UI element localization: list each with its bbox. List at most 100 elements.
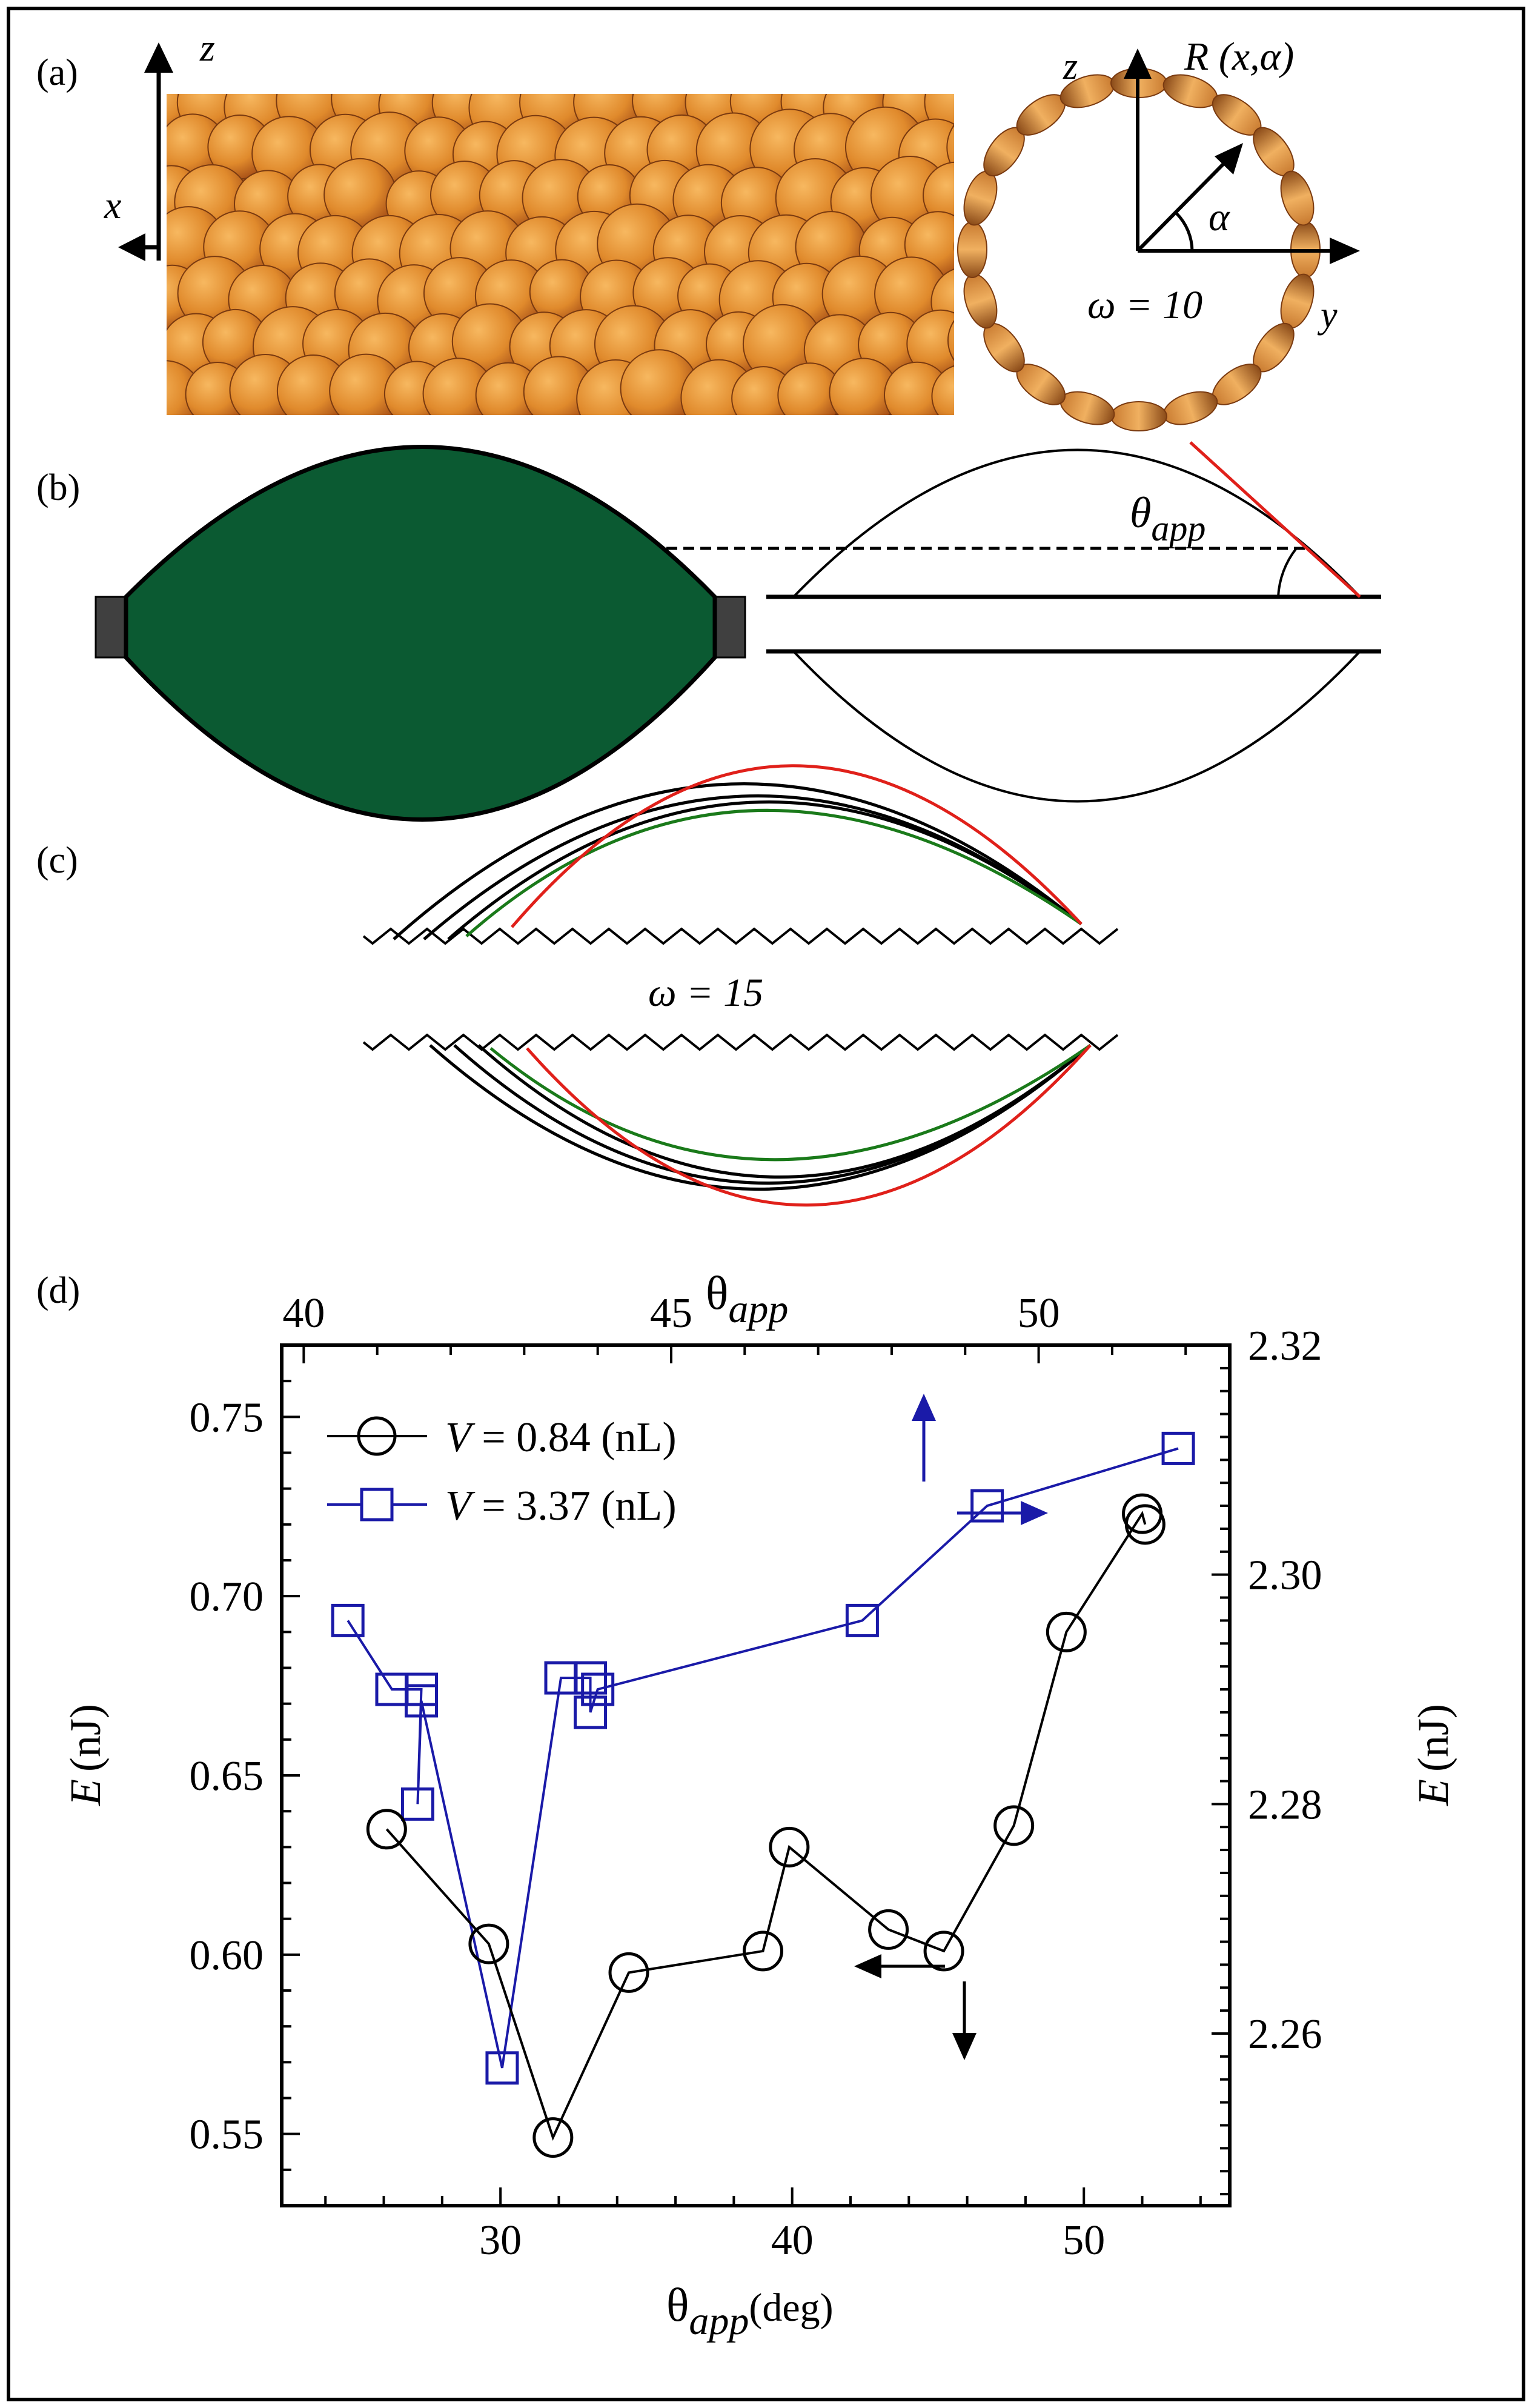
data-point-square [1161, 1431, 1195, 1465]
data-point-circle [608, 1952, 649, 1993]
bead-cluster [167, 94, 954, 415]
series-v-0-84 [366, 1493, 1166, 2158]
x-tick-label: 30 [479, 2217, 522, 2264]
panel-b-label: (b) [36, 467, 80, 508]
data-point-square [405, 1684, 439, 1718]
data-point-square [845, 1603, 879, 1637]
radius-arrow [1136, 156, 1232, 253]
axis-z-label: z [199, 26, 215, 69]
bead-ring [957, 68, 1321, 431]
top-axis-title: θapp [706, 1266, 788, 1331]
data-point-square [331, 1603, 365, 1637]
bottom-axis-title: θapp(deg) [666, 2278, 834, 2343]
ring-bead [1059, 391, 1115, 425]
data-point-circle [532, 2117, 574, 2158]
data-point-circle [366, 1809, 407, 1850]
y-tick-label: 0.70 [190, 1574, 264, 1620]
bead [931, 365, 954, 415]
legend-label-blue: V = 3.37 (nL) [445, 1483, 677, 1529]
profile-green [465, 808, 1083, 937]
series-v-3-37 [331, 1431, 1195, 2085]
data-point-circle [1046, 1611, 1087, 1652]
panel-a-label: (a) [36, 52, 78, 93]
panel-d-label: (d) [36, 1270, 80, 1311]
y-tick-label: 0.75 [190, 1394, 264, 1441]
panel-a: (a) z x z y R (x,α) α ω = 10 [36, 26, 1360, 431]
profile-red [511, 764, 1083, 928]
bead [946, 124, 954, 171]
ring-bead [957, 221, 987, 278]
left-axis-title: E(nJ) [61, 1704, 110, 1806]
data-point-square [581, 1672, 615, 1706]
series-line [347, 1447, 1179, 2069]
angle-arc [1175, 212, 1194, 251]
profile-red-bottom [526, 1044, 1092, 1207]
ring-bead [963, 273, 998, 329]
tangent-line [1189, 441, 1361, 598]
data-point-circle [923, 1931, 964, 1972]
data-point-square [574, 1695, 608, 1729]
legend-label-black: V = 0.84 (nL) [445, 1414, 677, 1461]
ring-bead [963, 170, 998, 226]
data-point-square [574, 1661, 608, 1695]
data-point-circle [468, 1923, 509, 1964]
right-axis-title: E(nJ) [1409, 1704, 1457, 1806]
ring-bead [1280, 273, 1315, 329]
panel-b: (b) θapp [36, 441, 1381, 822]
data-point-circle [993, 1805, 1035, 1846]
x2-tick-label: 50 [1018, 1290, 1060, 1337]
x-tick-label: 50 [1063, 2217, 1105, 2264]
data-point-square [400, 1787, 434, 1821]
blue-axis-arrows [912, 1394, 1048, 1525]
bead [923, 161, 954, 229]
profile-black-3 [447, 800, 1083, 940]
x-tick-label: 40 [771, 2217, 814, 2264]
y-tick-label: 0.55 [190, 2112, 264, 2158]
data-point-square [485, 2051, 519, 2085]
angle-label: α [1209, 195, 1230, 239]
profile-black-3-bottom [477, 1044, 1092, 1179]
drop-profile-bottom [792, 650, 1361, 803]
corrugated-fiber-top [362, 927, 1119, 945]
x2-tick-label: 40 [282, 1290, 325, 1337]
profile-black-2 [423, 794, 1083, 940]
y-tick-label: 0.65 [190, 1753, 264, 1800]
panel-c-label: (c) [36, 840, 78, 881]
omega-label-a: ω = 10 [1087, 283, 1202, 327]
profile-green-bottom [489, 1043, 1092, 1162]
profile-black-1 [393, 782, 1083, 940]
axis-y-label: y [1317, 294, 1338, 336]
theta-app-label: θapp [1130, 488, 1205, 548]
data-point-circle [868, 1909, 909, 1950]
figure-border [7, 7, 1525, 2401]
y2-tick-label: 2.30 [1248, 1552, 1322, 1599]
ring-bead [1280, 170, 1315, 226]
plot-frame [280, 1343, 1232, 2207]
y2-tick-label: 2.28 [1248, 1781, 1322, 1828]
x2-tick-label: 45 [650, 1290, 692, 1337]
fiber-end-left [95, 596, 127, 659]
legend: V = 0.84 (nL) V = 3.37 (nL) [327, 1414, 677, 1529]
drop-profile-top [792, 448, 1361, 598]
data-point-square [970, 1489, 1004, 1523]
fiber-end-right [714, 596, 746, 659]
contact-angle-arc [1277, 547, 1298, 597]
data-point-circle [743, 1931, 784, 1972]
green-droplet [124, 445, 717, 822]
axis-x-label: x [104, 184, 121, 227]
series-line [385, 1511, 1147, 2141]
bead [947, 319, 954, 361]
omega-label-c: ω = 15 [648, 971, 763, 1015]
legend-marker-square [360, 1488, 394, 1522]
axis-ticks [282, 1344, 1230, 2206]
ring-bead [1110, 401, 1167, 431]
data-point-circle [769, 1826, 810, 1868]
corrugated-fiber-bottom [362, 1033, 1119, 1051]
bead-slab [167, 94, 954, 415]
data-point-circle [1124, 1504, 1166, 1545]
black-axis-arrows [854, 1954, 977, 2060]
axis-z2-label: z [1063, 46, 1078, 87]
axis-tick-labels: 30 40 50 40 45 50 0.55 0.60 0.65 0.70 0.75 2.26 2.28… [190, 1290, 1322, 2264]
y2-tick-label: 2.32 [1248, 1323, 1322, 1369]
